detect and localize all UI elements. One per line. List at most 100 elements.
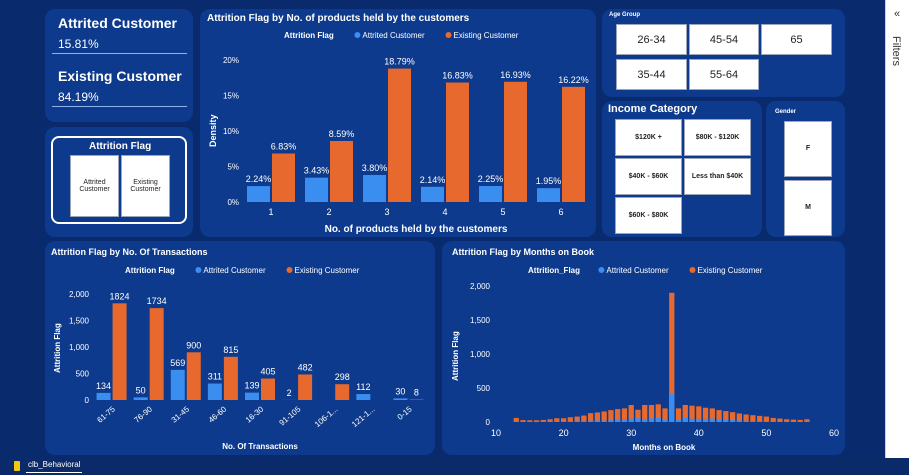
page-tab-clb-behavioral[interactable]: clb_Behavioral (26, 460, 83, 473)
bar-attrited (723, 419, 729, 422)
status-bar: clb_Behavioral (0, 458, 909, 475)
bar-attrited (527, 421, 533, 422)
income-title: Income Category (608, 103, 698, 115)
slicer-option-existing[interactable]: Existing Customer (121, 155, 170, 217)
collapse-filters-icon[interactable]: « (894, 8, 901, 20)
bar-existing (560, 418, 567, 422)
age-option-55-64[interactable]: 55-64 (689, 59, 759, 90)
bar-existing (223, 356, 238, 400)
legend-item: Existing Customer (698, 266, 763, 275)
x-axis-label: No. Of Transactions (222, 442, 298, 451)
filters-pane[interactable]: « Filters (885, 0, 909, 458)
data-label: 2.14% (420, 175, 446, 185)
attrition-flag-slicer-title: Attrition Flag (89, 141, 152, 152)
age-group-title: Age Group (609, 12, 640, 18)
bar-attrited (560, 421, 567, 422)
x-tick-label: 16-30 (244, 404, 266, 424)
bar-existing (588, 413, 594, 422)
bar-existing (335, 384, 350, 400)
data-label: 6.83% (271, 142, 297, 152)
bar-existing (675, 408, 682, 422)
bar-existing (635, 409, 641, 422)
data-label: 8 (414, 388, 419, 398)
bar-attrited (729, 420, 736, 422)
data-label: 298 (335, 372, 350, 382)
x-tick-label: 10 (491, 428, 501, 438)
x-tick-label: 76-90 (132, 404, 154, 424)
bar-existing (594, 412, 601, 422)
legend-marker (354, 32, 361, 38)
y-tick-label: 1,000 (69, 343, 90, 352)
bar-existing (562, 86, 585, 202)
y-tick-label: 1,000 (470, 350, 491, 359)
age-option-45-54[interactable]: 45-54 (689, 24, 759, 55)
bar-attrited (682, 417, 688, 422)
bar-existing (186, 352, 201, 400)
bar-attrited (245, 392, 259, 400)
bar-attrited (750, 420, 756, 422)
data-label: 2.25% (478, 174, 504, 184)
bar-existing (716, 410, 722, 422)
y-tick-label: 5% (227, 163, 239, 172)
bar-existing (628, 405, 634, 422)
kpi-divider (52, 53, 187, 54)
legend-marker (445, 32, 452, 38)
data-label: 50 (136, 385, 146, 395)
bar-attrited (763, 421, 770, 422)
bar-attrited (804, 421, 810, 422)
bar-existing (388, 68, 411, 202)
bar-existing (567, 417, 573, 422)
bar-existing (709, 408, 715, 422)
age-option-26-34[interactable]: 26-34 (616, 24, 687, 55)
x-tick-label: 50 (761, 428, 771, 438)
bar-attrited (702, 418, 709, 422)
bar-attrited (305, 177, 328, 202)
bar-existing (729, 412, 736, 422)
gender-option-f[interactable]: F (784, 121, 832, 177)
x-tick-label: 0-15 (396, 404, 414, 422)
age-option-65[interactable]: 65 (761, 24, 832, 55)
data-label: 1734 (147, 296, 167, 306)
age-option-35-44[interactable]: 35-44 (616, 59, 687, 90)
income-option-120k[interactable]: $120K + (615, 119, 682, 156)
bar-existing (804, 419, 810, 422)
bar-attrited (743, 420, 749, 422)
bar-attrited (628, 418, 634, 422)
income-option-40k-60k[interactable]: $40K - $60K (615, 158, 682, 195)
bar-existing (520, 420, 526, 422)
bar-attrited (574, 420, 580, 422)
bar-existing (736, 413, 742, 422)
income-option-80k-120k[interactable]: $80K - $120K (684, 119, 751, 156)
y-tick-label: 0% (227, 198, 239, 207)
bar-existing (642, 405, 648, 422)
income-option-less-40k[interactable]: Less than $40K (684, 158, 751, 195)
y-tick-label: 0 (85, 396, 90, 405)
y-tick-label: 1,500 (470, 316, 491, 325)
bar-attrited (133, 397, 148, 400)
bar-existing (112, 303, 127, 400)
x-tick-label: 6 (558, 207, 563, 217)
bar-attrited (537, 188, 560, 202)
powerbi-icon (14, 461, 20, 471)
legend-title: Attrition Flag (284, 31, 334, 40)
legend-item: Attrited Customer (606, 266, 669, 275)
bar-existing (784, 419, 790, 422)
data-label: 8.59% (329, 129, 355, 139)
bar-existing (757, 415, 763, 422)
gender-option-m[interactable]: M (784, 180, 832, 236)
legend-marker (689, 267, 696, 273)
bar-existing (608, 410, 614, 422)
bar-existing (540, 419, 546, 422)
income-option-60k-80k[interactable]: $60K - $80K (615, 197, 682, 234)
slicer-option-attrited[interactable]: Attrited Customer (70, 155, 119, 217)
bar-existing (149, 308, 164, 400)
bar-existing (504, 81, 527, 202)
x-tick-label: 40 (694, 428, 704, 438)
data-label: 3.43% (304, 166, 330, 176)
x-axis-label: Months on Book (633, 443, 696, 452)
y-tick-label: 20% (223, 56, 239, 65)
bar-attrited (669, 393, 675, 422)
data-label: 139 (244, 381, 259, 391)
legend-title: Attrition Flag (125, 266, 175, 275)
x-tick-label: 106-1... (313, 405, 340, 429)
